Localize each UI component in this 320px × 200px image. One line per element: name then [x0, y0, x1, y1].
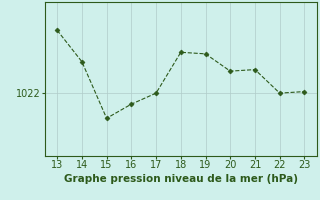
X-axis label: Graphe pression niveau de la mer (hPa): Graphe pression niveau de la mer (hPa): [64, 174, 298, 184]
